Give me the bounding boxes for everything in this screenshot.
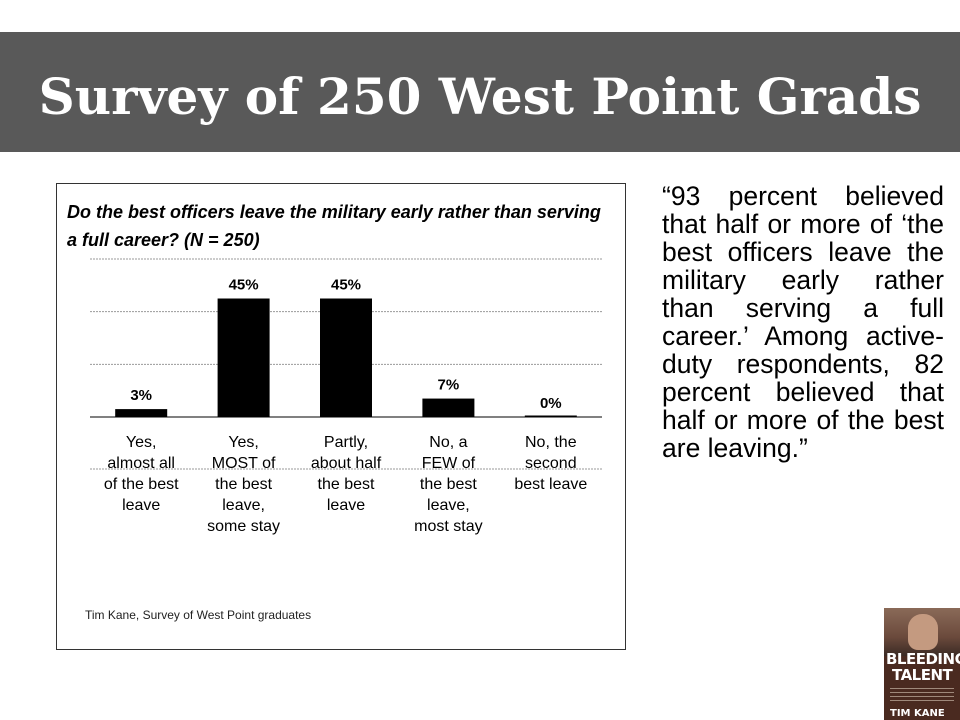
quote-text: “93 percent believed that half or more o…: [662, 181, 944, 463]
category-label: of the best: [104, 476, 179, 493]
category-label: almost all: [107, 455, 175, 472]
category-label: the best: [420, 476, 477, 493]
category-label: some stay: [207, 518, 280, 535]
bar-chart: 3% Yes, almost all of the best leave 45% Yes, M…: [90, 258, 602, 535]
category-label: most stay: [414, 518, 482, 535]
category-label: leave: [327, 497, 365, 514]
bar: [115, 409, 168, 417]
data-label: 7%: [438, 377, 460, 394]
chart-title: Do the best officers leave the military …: [67, 202, 601, 250]
chart-box: Do the best officers leave the military …: [56, 183, 626, 650]
book-title-line1: BLEEDING: [886, 650, 960, 668]
category-label: Partly,: [324, 434, 368, 451]
bar: [422, 398, 475, 417]
category-label: FEW of: [422, 455, 476, 472]
book-title-line2: TALENT: [892, 666, 953, 684]
slide-title: Survey of 250 West Point Grads: [38, 67, 922, 126]
data-label: 3%: [130, 387, 152, 404]
title-bar: Survey of 250 West Point Grads: [0, 32, 960, 152]
category-label: No, a: [429, 434, 467, 451]
category-label: leave,: [222, 497, 265, 514]
category-label: leave: [122, 497, 160, 514]
data-label: 0%: [540, 395, 562, 412]
category-label: second: [525, 455, 577, 472]
category-label: No, the: [525, 434, 577, 451]
book-cover-image: BLEEDING TALENT TIM KANE: [884, 608, 960, 720]
category-label: about half: [311, 455, 382, 472]
category-label: Yes,: [126, 434, 157, 451]
category-label: best leave: [514, 476, 587, 493]
bar: [320, 298, 372, 417]
data-label: 45%: [331, 277, 361, 294]
bar: [524, 415, 577, 417]
category-label: leave,: [427, 497, 470, 514]
category-label: Yes,: [228, 434, 259, 451]
book-face: [908, 614, 938, 650]
chart-source: Tim Kane, Survey of West Point graduates: [85, 608, 312, 622]
book-subtitle-lines: [890, 688, 954, 702]
category-label: MOST of: [212, 455, 276, 472]
category-label: the best: [318, 476, 375, 493]
bar: [217, 298, 270, 417]
category-label: the best: [215, 476, 272, 493]
book-author: TIM KANE: [890, 708, 945, 719]
data-label: 45%: [229, 277, 259, 294]
